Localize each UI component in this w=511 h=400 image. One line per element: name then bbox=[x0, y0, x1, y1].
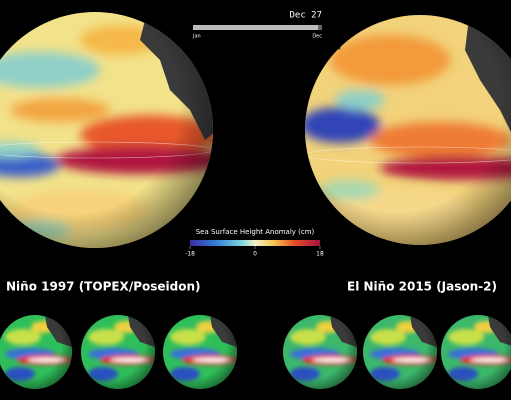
timeline-end: Dec bbox=[312, 34, 322, 40]
small-globe bbox=[0, 315, 72, 389]
panel-label: El Niño 2015 (Jason-2) bbox=[347, 280, 497, 294]
timeline-start: Jan bbox=[192, 34, 201, 40]
small-globe bbox=[363, 315, 437, 389]
date: Dec 27 bbox=[289, 11, 322, 21]
timeline-progress bbox=[193, 25, 318, 30]
shade bbox=[283, 315, 357, 389]
shade bbox=[441, 315, 511, 389]
shade bbox=[0, 315, 72, 389]
globe-2015 bbox=[305, 15, 511, 245]
colorbar-tick-label: 0 bbox=[253, 251, 257, 258]
small-globe bbox=[81, 315, 155, 389]
small-globe bbox=[163, 315, 237, 389]
small-globes bbox=[0, 315, 511, 389]
colorbar-tick-label: 18 bbox=[316, 251, 324, 258]
small-globe bbox=[441, 315, 511, 389]
panel-label: Niño 1997 (TOPEX/Poseidon) bbox=[6, 280, 201, 294]
shade bbox=[363, 315, 437, 389]
colorbar-tick-label: -18 bbox=[185, 251, 195, 258]
shade bbox=[163, 315, 237, 389]
colorbar: Sea Surface Height Anomaly (cm) -18 0 18 bbox=[185, 228, 324, 258]
shade bbox=[81, 315, 155, 389]
small-globe bbox=[283, 315, 357, 389]
colorbar-title: Sea Surface Height Anomaly (cm) bbox=[196, 228, 315, 236]
colorbar-ramp bbox=[190, 240, 320, 246]
